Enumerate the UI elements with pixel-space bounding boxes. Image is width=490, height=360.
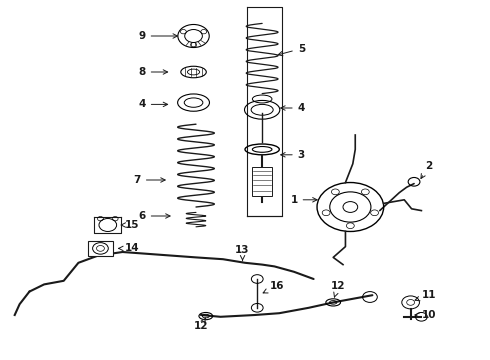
Text: 11: 11 (415, 290, 436, 301)
Text: 10: 10 (415, 310, 436, 320)
Text: 9: 9 (139, 31, 177, 41)
Text: 6: 6 (139, 211, 170, 221)
Text: 7: 7 (133, 175, 165, 185)
Text: 4: 4 (138, 99, 168, 109)
Text: 1: 1 (291, 195, 317, 205)
Text: 12: 12 (331, 281, 345, 297)
Text: 14: 14 (119, 243, 140, 253)
Text: 16: 16 (263, 281, 284, 293)
Text: 5: 5 (278, 44, 305, 56)
Text: 2: 2 (421, 161, 432, 179)
Bar (88, 241, 113, 256)
Text: 8: 8 (139, 67, 168, 77)
Text: 4: 4 (281, 103, 305, 113)
Text: 15: 15 (121, 220, 140, 230)
Text: 13: 13 (235, 245, 250, 261)
Bar (252, 167, 272, 196)
Text: 3: 3 (281, 150, 305, 160)
Text: 12: 12 (194, 318, 208, 331)
